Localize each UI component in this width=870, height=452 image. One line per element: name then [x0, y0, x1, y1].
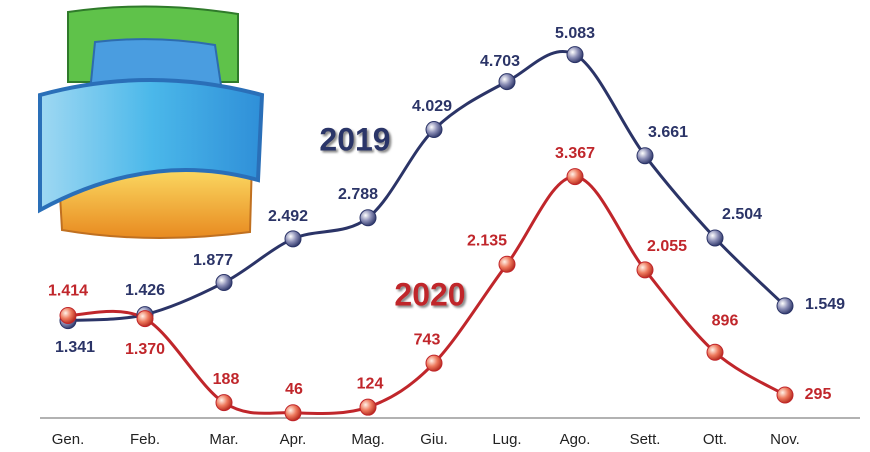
data-point — [499, 256, 515, 272]
data-point — [426, 122, 442, 138]
value-label: 188 — [213, 371, 240, 388]
value-label: 46 — [285, 381, 303, 398]
value-label: 3.367 — [555, 145, 595, 162]
value-label: 1.549 — [805, 296, 845, 313]
data-point — [637, 262, 653, 278]
data-point — [567, 47, 583, 63]
value-label: 3.661 — [648, 124, 688, 141]
value-label: 1.414 — [48, 283, 88, 300]
x-tick-label: Mag. — [351, 431, 384, 448]
value-label: 2.788 — [338, 186, 378, 203]
value-label: 295 — [805, 386, 832, 403]
value-label: 2.504 — [722, 206, 762, 223]
data-point — [60, 307, 76, 323]
value-label: 1.877 — [193, 252, 233, 269]
data-point — [637, 148, 653, 164]
value-label: 5.083 — [555, 25, 595, 42]
x-tick-label: Mar. — [209, 431, 238, 448]
data-point — [777, 387, 793, 403]
x-tick-label: Ott. — [703, 431, 727, 448]
value-label: 1.341 — [55, 339, 95, 356]
x-tick-label: Sett. — [630, 431, 661, 448]
value-label: 4.029 — [412, 98, 452, 115]
data-point — [707, 230, 723, 246]
value-label: 4.703 — [480, 53, 520, 70]
data-point — [777, 298, 793, 314]
data-point — [137, 311, 153, 327]
value-label: 896 — [712, 313, 739, 330]
value-label: 743 — [414, 331, 441, 348]
data-point — [216, 275, 232, 291]
value-label: 2.492 — [268, 208, 308, 225]
x-tick-label: Ago. — [560, 431, 591, 448]
x-tick-label: Gen. — [52, 431, 85, 448]
data-point — [567, 169, 583, 185]
series-label: 2019 — [319, 121, 390, 157]
x-tick-label: Feb. — [130, 431, 160, 448]
chart: 2019 2020 Gen. Feb. Mar. Apr. Mag. Giu. Lug. Ag… — [0, 0, 870, 452]
x-tick-label: Lug. — [492, 431, 521, 448]
value-label: 124 — [357, 375, 384, 392]
data-point — [216, 395, 232, 411]
data-point — [360, 399, 376, 415]
data-point — [360, 210, 376, 226]
x-tick-label: Apr. — [280, 431, 307, 448]
x-tick-label: Nov. — [770, 431, 800, 448]
data-point — [707, 344, 723, 360]
value-label: 1.370 — [125, 341, 165, 358]
data-point — [285, 405, 301, 421]
data-point — [426, 355, 442, 371]
x-tick-label: Giu. — [420, 431, 448, 448]
value-label: 1.426 — [125, 282, 165, 299]
series-label: 2020 — [394, 276, 465, 312]
value-label: 2.055 — [647, 238, 687, 255]
data-point — [285, 231, 301, 247]
value-label: 2.135 — [467, 232, 507, 249]
beach-chair-icon — [40, 6, 262, 238]
data-point — [499, 74, 515, 90]
